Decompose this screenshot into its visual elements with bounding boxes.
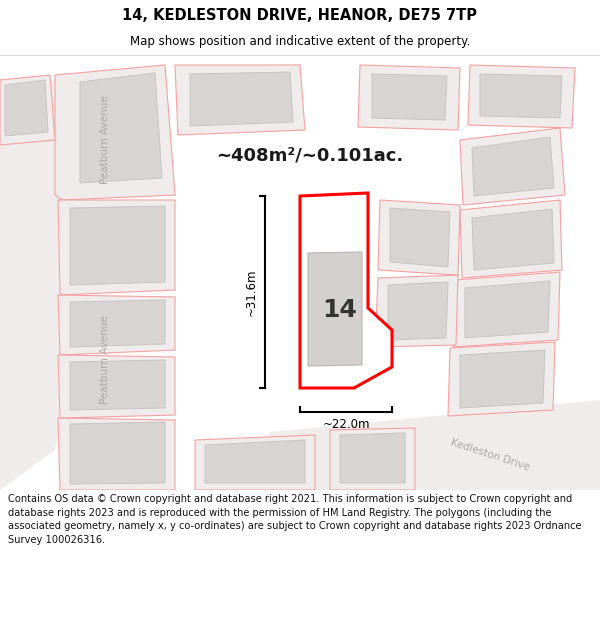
Polygon shape [0,80,80,490]
Polygon shape [448,342,555,416]
Polygon shape [480,74,562,118]
Polygon shape [472,209,554,270]
Polygon shape [190,72,293,126]
Polygon shape [195,435,315,490]
Polygon shape [375,275,458,347]
Polygon shape [372,74,447,120]
Polygon shape [175,65,305,135]
Polygon shape [300,193,392,388]
Text: Peatburn Avenue: Peatburn Avenue [100,316,110,404]
Polygon shape [358,65,460,130]
Polygon shape [58,295,175,355]
Polygon shape [5,80,48,136]
Polygon shape [205,440,305,483]
Text: ~408m²/~0.101ac.: ~408m²/~0.101ac. [217,146,404,164]
Text: Peatburn Avenue: Peatburn Avenue [100,96,110,184]
Text: 14: 14 [323,298,358,322]
Polygon shape [58,355,175,418]
Polygon shape [378,200,460,275]
Text: ~22.0m: ~22.0m [322,419,370,431]
Polygon shape [58,418,175,490]
Text: Map shows position and indicative extent of the property.: Map shows position and indicative extent… [130,35,470,48]
Polygon shape [70,360,165,410]
Polygon shape [308,252,362,366]
Polygon shape [330,428,415,490]
Text: ~31.6m: ~31.6m [245,268,257,316]
Polygon shape [55,65,175,200]
Polygon shape [0,75,55,145]
Polygon shape [388,282,448,340]
Polygon shape [70,300,165,347]
Polygon shape [460,350,545,408]
Text: 14, KEDLESTON DRIVE, HEANOR, DE75 7TP: 14, KEDLESTON DRIVE, HEANOR, DE75 7TP [122,8,478,23]
Polygon shape [465,281,550,338]
Text: Kedleston Drive: Kedleston Drive [449,438,531,472]
Polygon shape [453,272,560,347]
Polygon shape [472,137,554,196]
Polygon shape [270,400,600,490]
Polygon shape [70,422,165,484]
Polygon shape [390,208,450,267]
Polygon shape [70,206,165,285]
Polygon shape [340,433,405,483]
Polygon shape [460,200,562,278]
Polygon shape [468,65,575,128]
Polygon shape [80,73,162,183]
Polygon shape [58,200,175,295]
Polygon shape [460,128,565,205]
Text: Contains OS data © Crown copyright and database right 2021. This information is : Contains OS data © Crown copyright and d… [8,494,581,545]
